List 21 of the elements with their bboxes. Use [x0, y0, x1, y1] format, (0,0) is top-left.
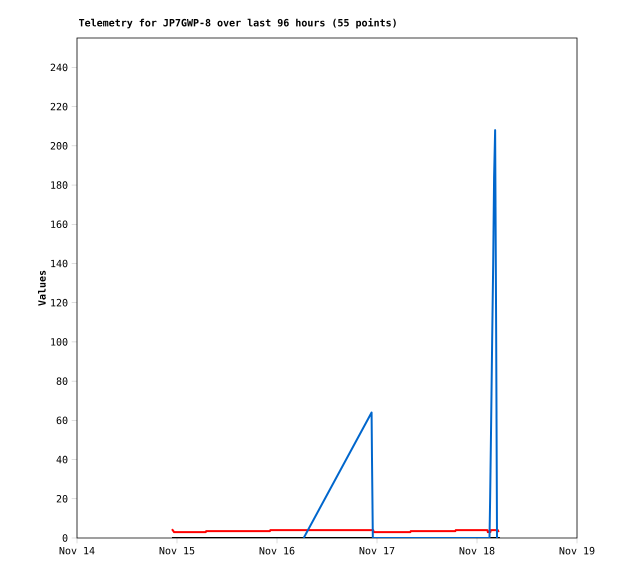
chart-title: Telemetry for JP7GWP-8 over last 96 hours (55 points): [79, 18, 396, 28]
x-tick-label: Nov 18: [460, 546, 494, 554]
y-tick-label: 180: [51, 181, 68, 189]
x-tick-label: Nov 16: [260, 546, 294, 554]
y-tick-label: 60: [56, 416, 68, 424]
y-tick-label: 100: [51, 338, 68, 346]
y-tick-label: 140: [51, 260, 68, 268]
y-tick-label: 40: [56, 456, 68, 464]
x-tick-label: Nov 19: [560, 546, 594, 554]
y-tick-label: 120: [51, 298, 68, 306]
y-tick-label: 220: [50, 102, 68, 110]
y-tick-label: 240: [50, 64, 68, 72]
x-tick-label: Nov 17: [360, 546, 394, 554]
x-tick-label: Nov 14: [60, 546, 95, 554]
y-axis-title: Values: [38, 270, 46, 306]
y-tick-label: 80: [56, 377, 68, 385]
y-tick-label: 20: [56, 495, 68, 503]
x-tick-label: Nov 15: [160, 546, 194, 554]
y-tick-label: 200: [50, 142, 68, 150]
y-tick-label: 0: [62, 534, 68, 542]
y-tick-label: 160: [51, 220, 68, 228]
